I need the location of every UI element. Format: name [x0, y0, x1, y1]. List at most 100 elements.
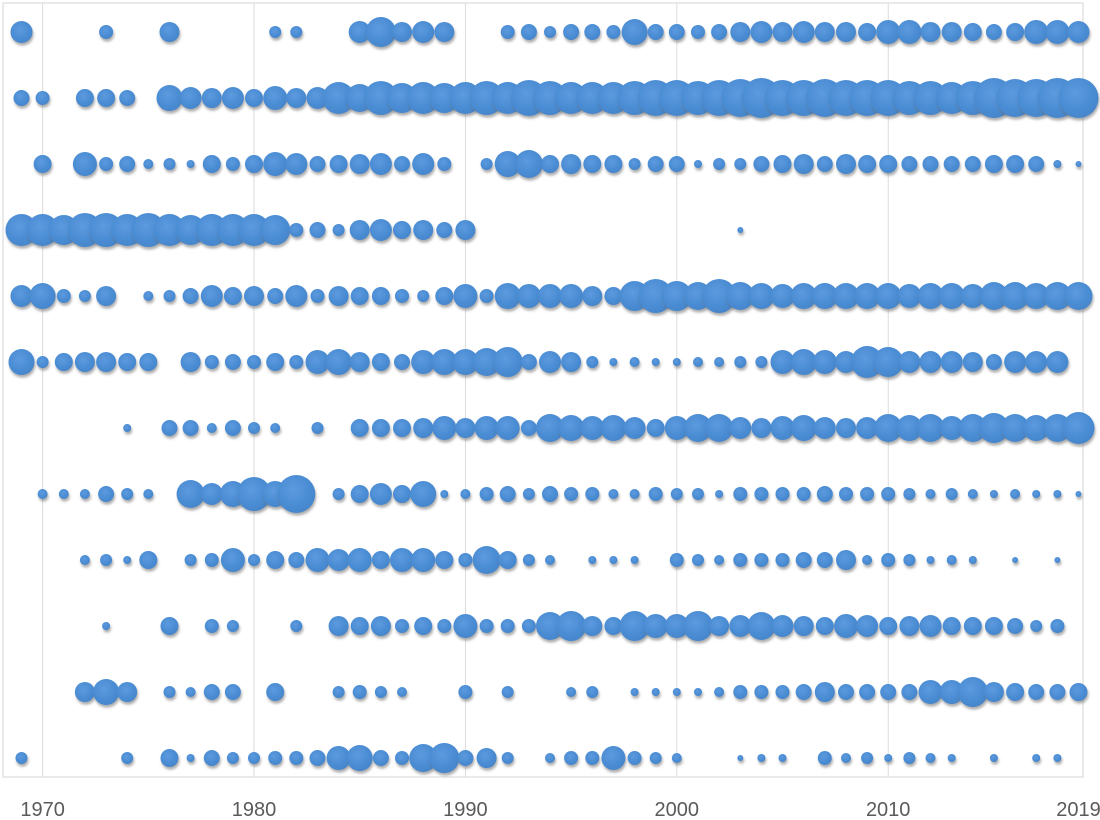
bubble	[435, 287, 454, 305]
bubble	[1004, 351, 1027, 373]
bubble	[985, 354, 1002, 370]
bubble	[582, 286, 603, 306]
bubble	[694, 688, 702, 696]
bubble	[897, 284, 922, 308]
bubble	[266, 353, 285, 371]
bubble	[609, 358, 618, 366]
bubble	[817, 751, 832, 765]
bubble	[661, 281, 692, 311]
bubble	[668, 24, 685, 40]
bubble	[1050, 619, 1065, 633]
bubble	[609, 556, 618, 564]
bubble	[437, 619, 452, 633]
bubble	[118, 353, 137, 371]
bubble	[941, 22, 962, 42]
bubble	[328, 286, 349, 306]
bubble	[922, 156, 939, 172]
bubble	[309, 222, 326, 238]
bubble	[862, 555, 873, 565]
bubble	[903, 488, 916, 500]
bubble	[563, 24, 580, 40]
bubble	[346, 745, 373, 771]
bubble	[74, 682, 95, 702]
bubble	[733, 685, 748, 699]
bubble	[349, 352, 370, 372]
bubble	[629, 489, 640, 499]
bubble	[838, 684, 854, 700]
bubble	[835, 351, 857, 373]
bubble	[123, 556, 132, 564]
bubble	[541, 155, 559, 173]
bubble	[816, 552, 833, 568]
bubble	[726, 282, 755, 310]
bubble	[647, 24, 664, 40]
bubble	[940, 351, 963, 373]
bubble	[1024, 20, 1049, 44]
bubble	[926, 556, 935, 564]
bubble	[604, 617, 623, 635]
bubble	[734, 158, 747, 170]
bubble	[714, 357, 725, 367]
bubble	[247, 355, 261, 369]
bubble	[672, 688, 681, 696]
bubble	[161, 420, 178, 436]
bubble	[204, 619, 219, 633]
bubble	[58, 489, 69, 499]
bubble	[608, 489, 619, 499]
bubble	[347, 548, 372, 572]
bubble	[221, 87, 244, 109]
bubble	[1053, 160, 1062, 168]
bubble	[648, 487, 663, 501]
bubble-series	[5, 17, 1099, 773]
bubble	[266, 683, 285, 701]
bubble	[349, 220, 370, 240]
bubble	[79, 489, 90, 499]
bubble	[896, 415, 923, 441]
bubble	[714, 687, 725, 697]
bubble	[733, 487, 748, 501]
bubble	[854, 283, 881, 309]
bubble	[1067, 21, 1090, 43]
bubble	[692, 488, 704, 500]
bubble	[417, 290, 430, 302]
bubble	[411, 350, 436, 374]
bubble	[204, 553, 219, 567]
bubble	[684, 414, 712, 442]
bubble	[604, 287, 623, 305]
bubble	[561, 154, 582, 174]
bubble	[1010, 489, 1021, 499]
bubble	[143, 291, 154, 301]
bubble	[1049, 684, 1066, 700]
bubble	[328, 616, 349, 636]
bubble	[545, 753, 555, 763]
bubble	[407, 82, 440, 114]
bubble	[98, 486, 115, 502]
bubble	[1007, 618, 1024, 634]
bubble	[1054, 557, 1061, 563]
bubble	[919, 615, 942, 637]
bubble	[880, 684, 897, 700]
bubble	[1023, 415, 1050, 441]
bubble	[873, 347, 904, 377]
bubble	[693, 357, 703, 367]
bubble	[621, 19, 648, 45]
bubble	[224, 684, 241, 700]
bubble	[78, 290, 91, 302]
bubble	[770, 284, 795, 308]
bubble	[306, 87, 329, 109]
bubble	[413, 220, 434, 240]
bubble	[978, 413, 1009, 443]
bubble	[521, 619, 536, 633]
bubble	[1006, 683, 1025, 701]
bubble	[901, 684, 918, 700]
bubble	[705, 414, 734, 442]
bubble	[202, 155, 221, 173]
bubble	[943, 156, 960, 172]
bubble	[244, 286, 264, 306]
bubble	[841, 753, 851, 763]
bubble	[816, 156, 833, 172]
bubble	[585, 751, 600, 765]
x-axis-tick-label-1990: 1990	[443, 799, 488, 820]
bubble	[811, 283, 838, 309]
bubble	[350, 419, 369, 437]
